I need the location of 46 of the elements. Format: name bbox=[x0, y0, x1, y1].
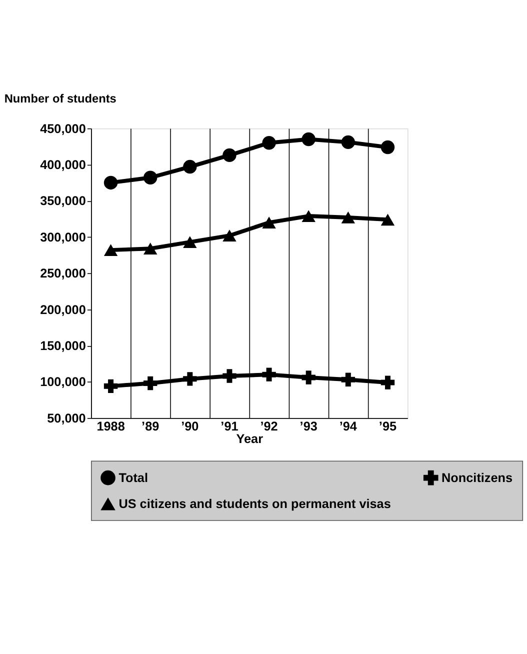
y-tick-label: 350,000 bbox=[40, 194, 86, 208]
point bbox=[341, 135, 356, 150]
point bbox=[380, 376, 395, 390]
point bbox=[222, 148, 236, 162]
x-tick-label: 1988 bbox=[96, 419, 125, 434]
point bbox=[183, 160, 197, 174]
point bbox=[104, 176, 118, 190]
point bbox=[143, 242, 158, 255]
point bbox=[183, 236, 197, 248]
point bbox=[143, 170, 158, 184]
y-axis-title: Number of students bbox=[4, 92, 117, 106]
y-tick-label: 400,000 bbox=[40, 158, 86, 172]
y-tick-label: 150,000 bbox=[40, 338, 86, 353]
point bbox=[262, 368, 276, 382]
point bbox=[380, 214, 395, 226]
x-tick-label: ’93 bbox=[300, 419, 318, 434]
x-tick-label: ’91 bbox=[220, 419, 238, 434]
point bbox=[104, 244, 118, 256]
point bbox=[262, 216, 276, 228]
point bbox=[341, 372, 356, 387]
point bbox=[222, 230, 236, 242]
y-tick-label: 50,000 bbox=[47, 411, 86, 426]
y-tick-label: 200,000 bbox=[40, 302, 86, 317]
point bbox=[341, 212, 356, 224]
x-tick-label: ’89 bbox=[142, 419, 160, 434]
legend-label: Noncitizens bbox=[442, 470, 513, 485]
x-tick-label: ’95 bbox=[378, 419, 397, 434]
point bbox=[143, 376, 158, 390]
x-tick-label: ’92 bbox=[260, 419, 278, 434]
point bbox=[262, 136, 276, 150]
x-axis-title: Year bbox=[236, 432, 264, 446]
point bbox=[222, 369, 236, 383]
legend-label: US citizens and students on permanent visas bbox=[118, 496, 391, 511]
point bbox=[104, 379, 118, 394]
legend-label: Total bbox=[118, 470, 148, 485]
point bbox=[380, 140, 395, 154]
y-tick-label: 250,000 bbox=[40, 266, 86, 281]
x-tick-label: ’94 bbox=[339, 419, 357, 434]
point bbox=[302, 132, 316, 146]
point bbox=[183, 372, 197, 386]
y-tick-label: 300,000 bbox=[40, 230, 86, 244]
y-tick-label: 450,000 bbox=[40, 122, 86, 136]
point bbox=[302, 210, 316, 222]
y-tick-label: 100,000 bbox=[40, 375, 86, 390]
x-tick-label: ’90 bbox=[181, 419, 199, 434]
point bbox=[302, 370, 316, 384]
